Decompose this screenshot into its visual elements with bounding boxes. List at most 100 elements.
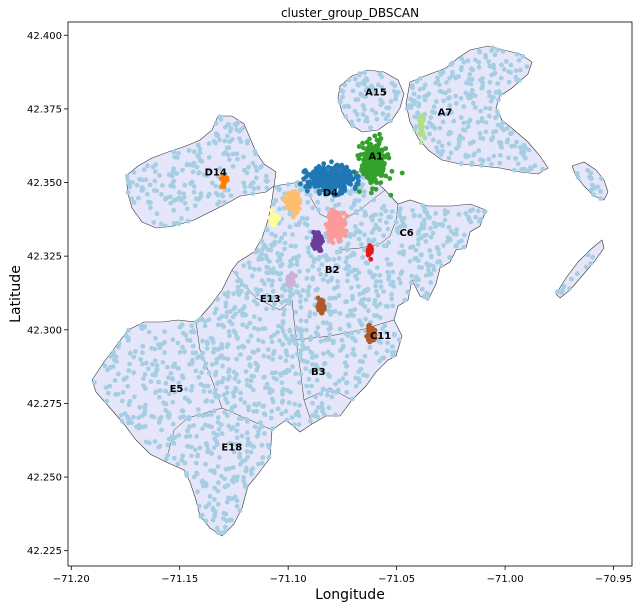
- incident-point: [230, 479, 236, 485]
- incident-point: [231, 449, 237, 455]
- incident-point: [489, 161, 494, 167]
- cluster-point: [376, 157, 382, 162]
- cluster-point: [374, 137, 380, 143]
- incident-point: [145, 366, 151, 372]
- incident-point: [246, 260, 252, 266]
- cluster-point: [380, 154, 386, 160]
- x-tick-label: −71.05: [378, 574, 415, 585]
- incident-point: [129, 196, 135, 202]
- incident-point: [439, 143, 445, 149]
- incident-point: [290, 291, 295, 297]
- incident-point: [285, 182, 291, 187]
- incident-point: [433, 211, 439, 216]
- incident-point: [488, 98, 494, 104]
- incident-point: [514, 51, 520, 57]
- incident-point: [333, 381, 338, 387]
- incident-point: [444, 80, 449, 85]
- incident-point: [513, 68, 519, 74]
- incident-point: [320, 407, 326, 412]
- cluster-point: [418, 140, 424, 146]
- incident-point: [309, 351, 315, 356]
- incident-point: [340, 94, 346, 100]
- incident-point: [526, 147, 532, 153]
- incident-point: [480, 158, 486, 164]
- x-axis-ticks: −71.20 −71.15 −71.10 −71.05 −71.00 −70.95: [53, 566, 632, 585]
- incident-point: [269, 408, 275, 414]
- incident-point: [222, 484, 228, 490]
- incident-point: [419, 265, 424, 271]
- incident-point: [308, 334, 314, 340]
- incident-point: [202, 323, 208, 329]
- incident-point: [436, 139, 442, 145]
- incident-point: [219, 342, 225, 347]
- incident-point: [463, 211, 469, 216]
- incident-point: [271, 305, 276, 311]
- incident-point: [310, 355, 315, 360]
- district-label: B3: [311, 367, 326, 378]
- incident-point: [235, 422, 241, 427]
- incident-point: [391, 331, 397, 337]
- incident-point: [231, 369, 237, 375]
- incident-point: [298, 326, 304, 332]
- incident-point: [353, 97, 359, 103]
- incident-point: [185, 218, 191, 224]
- cluster-red: [365, 243, 374, 262]
- incident-point: [453, 100, 459, 106]
- incident-point: [308, 192, 313, 198]
- incident-point: [131, 200, 137, 205]
- incident-point: [105, 390, 111, 396]
- cluster-point: [323, 222, 329, 227]
- incident-point: [361, 193, 367, 199]
- incident-point: [241, 154, 246, 160]
- incident-point: [230, 465, 236, 470]
- incident-point: [288, 258, 293, 264]
- incident-point: [214, 360, 219, 366]
- incident-point: [398, 280, 403, 286]
- incident-point: [495, 47, 500, 53]
- incident-point: [401, 249, 406, 254]
- incident-point: [246, 404, 251, 410]
- incident-point: [371, 197, 377, 203]
- cluster-point: [367, 337, 373, 343]
- incident-point: [204, 398, 210, 404]
- cluster-point: [365, 145, 371, 151]
- incident-point: [427, 131, 432, 137]
- incident-point: [232, 376, 238, 381]
- cluster-point: [311, 178, 317, 184]
- incident-point: [415, 110, 420, 116]
- cluster-point: [289, 271, 295, 276]
- incident-point: [163, 380, 169, 386]
- incident-point: [112, 378, 118, 383]
- cluster-point: [327, 182, 332, 187]
- incident-point: [306, 390, 312, 395]
- incident-point: [330, 268, 336, 273]
- incident-point: [250, 160, 256, 166]
- incident-point: [221, 392, 227, 398]
- cluster-point: [373, 186, 379, 192]
- y-tick-label: 42.350: [27, 178, 62, 189]
- incident-point: [343, 299, 348, 305]
- incident-point: [459, 56, 464, 61]
- incident-point: [251, 444, 257, 450]
- incident-point: [340, 89, 346, 94]
- incident-point: [214, 381, 220, 387]
- incident-point: [299, 215, 305, 221]
- incident-point: [486, 59, 492, 64]
- incident-point: [145, 199, 151, 205]
- cluster-brown1: [315, 295, 327, 316]
- incident-point: [253, 175, 259, 181]
- x-tick-label: −70.95: [595, 574, 632, 585]
- incident-point: [229, 408, 234, 414]
- incident-point: [469, 160, 475, 166]
- incident-point: [215, 432, 220, 438]
- incident-point: [139, 413, 145, 419]
- incident-point: [322, 361, 328, 366]
- incident-point: [363, 316, 368, 322]
- incident-point: [431, 267, 437, 273]
- incident-point: [131, 170, 137, 175]
- incident-point: [223, 396, 229, 402]
- incident-point: [350, 396, 355, 402]
- incident-point: [223, 150, 228, 156]
- incident-point: [349, 205, 354, 211]
- incident-point: [423, 239, 429, 244]
